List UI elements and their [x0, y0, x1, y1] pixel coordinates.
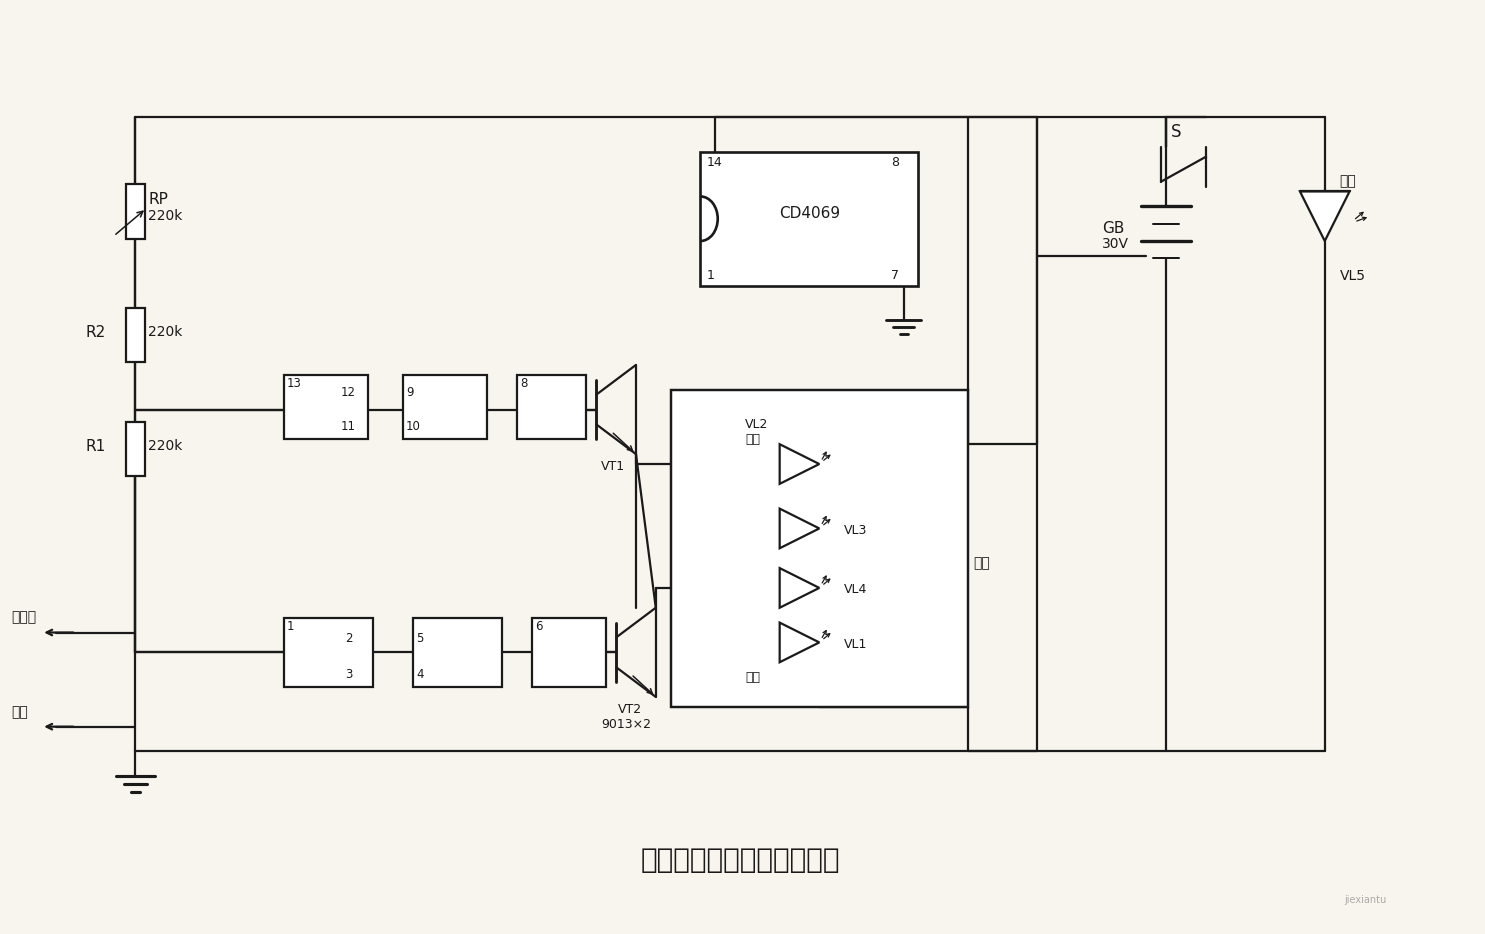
Polygon shape — [780, 509, 820, 548]
Polygon shape — [780, 445, 820, 484]
Text: S: S — [1172, 123, 1182, 141]
Text: 1: 1 — [287, 620, 294, 633]
Text: 8: 8 — [891, 156, 898, 169]
Text: VL5: VL5 — [1339, 269, 1366, 283]
Text: R2: R2 — [86, 325, 105, 340]
Text: 1: 1 — [707, 269, 714, 282]
Text: 双色: 双色 — [973, 556, 989, 570]
Text: 3: 3 — [346, 668, 353, 681]
Text: 红色柱: 红色柱 — [12, 611, 37, 625]
Text: 红色: 红色 — [745, 671, 760, 684]
Polygon shape — [780, 623, 820, 662]
Text: R1: R1 — [86, 439, 105, 454]
Text: VL4: VL4 — [843, 584, 867, 597]
Text: 12: 12 — [340, 387, 355, 400]
Text: 7: 7 — [891, 269, 898, 282]
Bar — [284, 375, 368, 439]
Text: jiexiantu: jiexiantu — [1344, 895, 1387, 905]
Text: 4: 4 — [416, 668, 423, 681]
Polygon shape — [780, 568, 820, 608]
Text: 5: 5 — [416, 632, 423, 645]
Text: 8: 8 — [520, 377, 527, 390]
Text: VT2: VT2 — [618, 703, 642, 716]
Text: 绿色: 绿色 — [745, 432, 760, 446]
Bar — [402, 375, 487, 439]
Text: 探头: 探头 — [12, 705, 28, 719]
Text: 30V: 30V — [1102, 237, 1129, 251]
Text: 绿色: 绿色 — [1339, 175, 1356, 189]
Text: VL3: VL3 — [843, 524, 867, 537]
Text: 220k: 220k — [148, 209, 183, 223]
Bar — [413, 617, 502, 687]
Text: 2: 2 — [346, 632, 353, 645]
Text: 9013×2: 9013×2 — [601, 718, 652, 731]
Text: GB: GB — [1102, 220, 1124, 235]
Text: 220k: 220k — [148, 439, 183, 453]
Text: 9: 9 — [405, 387, 413, 400]
Bar — [284, 617, 373, 687]
Bar — [671, 389, 968, 707]
Bar — [126, 308, 146, 362]
Bar — [532, 617, 606, 687]
Text: VL2: VL2 — [745, 417, 768, 431]
Text: VT1: VT1 — [601, 460, 625, 474]
Text: VL1: VL1 — [843, 638, 867, 651]
Text: 多功能导电能力测试仪电路: 多功能导电能力测试仪电路 — [640, 846, 841, 874]
Text: 10: 10 — [405, 420, 420, 432]
Text: 220k: 220k — [148, 325, 183, 339]
Text: RP: RP — [148, 191, 168, 207]
Polygon shape — [1299, 191, 1350, 241]
Bar — [701, 152, 918, 286]
Text: 13: 13 — [287, 377, 301, 390]
Bar — [126, 184, 146, 238]
Bar — [517, 375, 587, 439]
Text: CD4069: CD4069 — [778, 206, 841, 221]
Bar — [126, 422, 146, 476]
Text: 14: 14 — [707, 156, 722, 169]
Text: 6: 6 — [535, 620, 542, 633]
Text: 11: 11 — [340, 420, 355, 432]
